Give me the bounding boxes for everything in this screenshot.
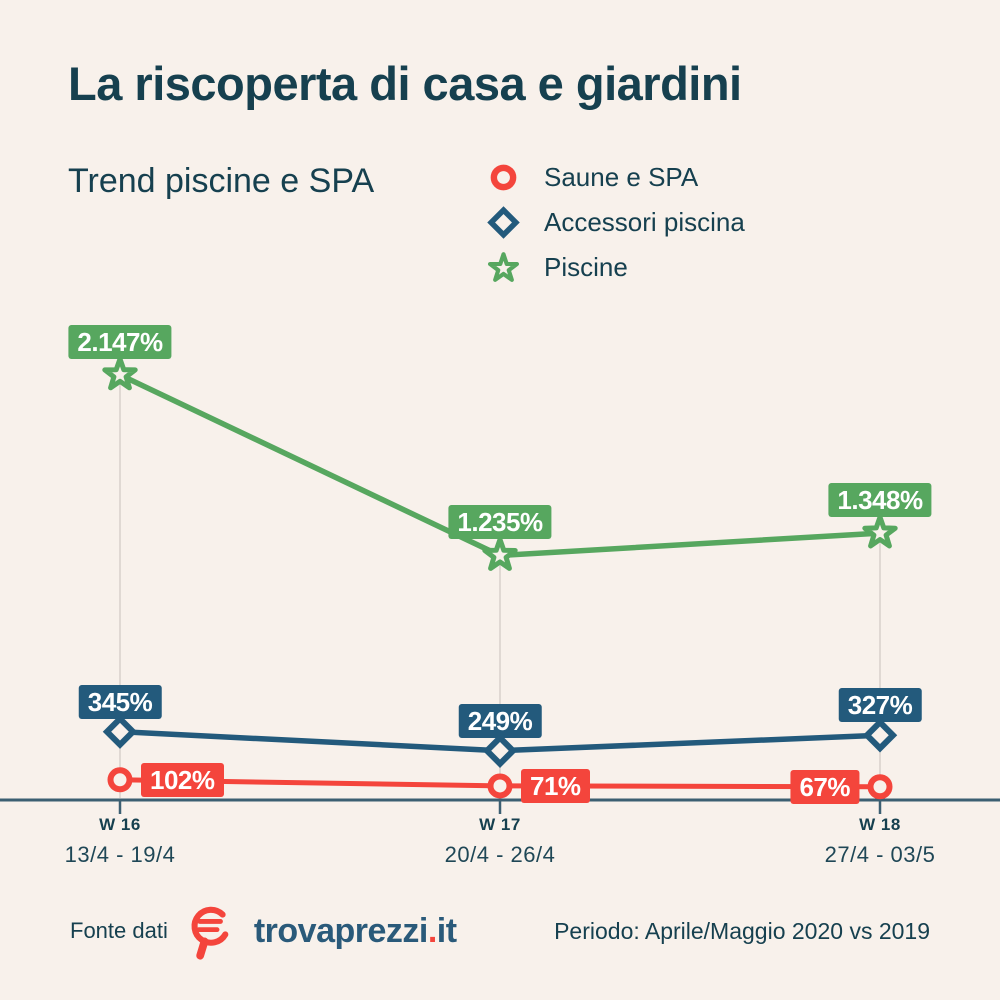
- legend-label: Accessori piscina: [544, 206, 745, 237]
- star-icon: [487, 251, 520, 282]
- legend: Saune e SPA Accessori piscina Piscine: [487, 160, 745, 284]
- legend-item-accessori-piscina: Accessori piscina: [487, 205, 745, 239]
- legend-item-saune-e-spa: Saune e SPA: [487, 160, 745, 194]
- circle-marker: [107, 767, 133, 793]
- x-axis-label: W 18 27/4 - 03/5: [770, 815, 990, 868]
- page-title: La riscoperta di casa e giardini: [68, 57, 742, 110]
- date-range-label: 20/4 - 26/4: [444, 842, 556, 867]
- circle-marker: [487, 773, 513, 799]
- week-label: W 18: [859, 815, 901, 834]
- diamond-marker: [482, 733, 518, 768]
- diamond-marker: [102, 714, 138, 749]
- week-label: W 17: [479, 815, 521, 834]
- trovaprezzi-wordmark: trovaprezzi.it: [254, 912, 457, 951]
- data-label-piscine: 2.147%: [68, 324, 172, 359]
- circle-marker: [867, 774, 893, 800]
- source: Fonte dati trovaprezzi.it: [70, 896, 457, 966]
- date-range-label: 13/4 - 19/4: [64, 842, 176, 867]
- data-label-saune-e-spa: 67%: [790, 769, 859, 804]
- diamond-icon: [487, 205, 520, 239]
- diamond-marker: [862, 718, 898, 753]
- data-label-saune-e-spa: 102%: [141, 762, 224, 797]
- wordmark-name: trovaprezzi: [253, 911, 429, 950]
- data-label-accessori-piscina: 345%: [78, 684, 162, 719]
- legend-item-piscine: Piscine: [487, 250, 745, 284]
- x-axis-label: W 17 20/4 - 26/4: [390, 815, 610, 868]
- period-note: Periodo: Aprile/Maggio 2020 vs 2019: [554, 917, 930, 944]
- data-label-saune-e-spa: 71%: [521, 768, 590, 803]
- data-label-piscine: 1.348%: [828, 483, 932, 518]
- data-label-piscine: 1.235%: [448, 505, 552, 540]
- chart-subtitle: Trend piscine e SPA: [68, 162, 375, 200]
- date-range-label: 27/4 - 03/5: [824, 842, 936, 867]
- data-label-accessori-piscina: 327%: [838, 688, 922, 723]
- source-label: Fonte dati: [70, 918, 168, 943]
- legend-label: Saune e SPA: [544, 161, 699, 192]
- week-label: W 16: [99, 815, 141, 834]
- star-marker: [482, 537, 518, 571]
- data-label-accessori-piscina: 249%: [458, 703, 542, 738]
- footer: Fonte dati trovaprezzi.it Periodo: April…: [0, 893, 1000, 969]
- wordmark-dot: .: [427, 911, 437, 950]
- wordmark-tld: it: [436, 911, 457, 950]
- x-axis-label: W 16 13/4 - 19/4: [10, 815, 230, 868]
- legend-label: Piscine: [544, 251, 628, 282]
- trovaprezzi-logo-icon: [191, 906, 229, 960]
- star-marker: [102, 356, 138, 391]
- circle-icon: [490, 164, 517, 190]
- star-marker: [862, 514, 898, 549]
